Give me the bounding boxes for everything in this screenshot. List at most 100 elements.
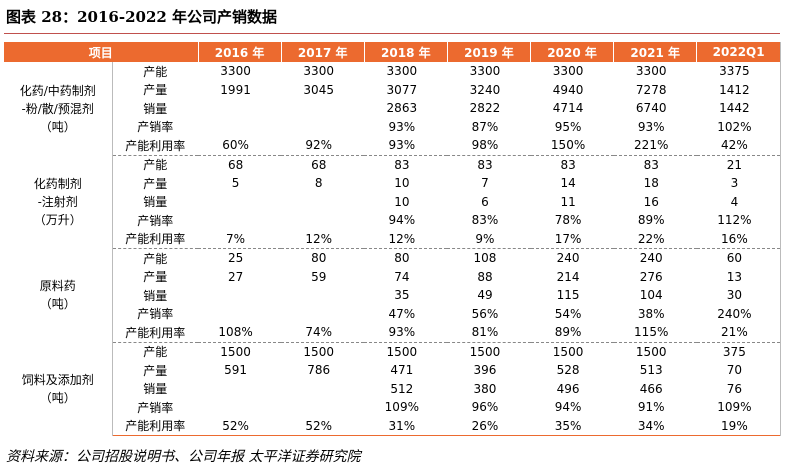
group-label-line: 化药制剂 [33, 176, 82, 191]
metric-label: 产销率 [137, 307, 174, 322]
value-cell: 89% [530, 323, 614, 343]
value-cell: 78% [554, 213, 582, 228]
value-cell [198, 118, 281, 137]
value-cell: 34% [613, 416, 697, 436]
value-cell: 7 [481, 176, 489, 191]
value-cell [281, 380, 364, 399]
metric-label: 产销率 [137, 400, 174, 415]
value-cell: 88 [477, 269, 493, 284]
value-cell: 221% [613, 136, 697, 156]
value-cell: 7278 [635, 82, 667, 97]
group-label-cell: 饲料及添加剂 （吨） [4, 342, 113, 436]
value-cell: 240% [717, 306, 752, 321]
table-body: 化药/中药制剂 -粉/散/预混剂 （吨） 产能 3300 3300 3300 3300 3300… [4, 62, 780, 436]
value-cell [198, 211, 281, 230]
value-cell: 56% [471, 306, 499, 321]
header-cell-2018: 2018 年 [364, 42, 448, 62]
table-row: 产销率 93% 87% 95% 93% 102% [4, 118, 780, 137]
value-cell: 591 [224, 363, 248, 378]
value-cell: 276 [639, 269, 663, 284]
value-cell: 74% [281, 323, 365, 343]
value-cell: 68 [311, 157, 327, 172]
value-cell: 35% [530, 416, 614, 436]
value-cell: 76 [726, 381, 743, 396]
table-row: 销量 512 380 496 466 76 [4, 380, 780, 399]
value-cell: 35 [394, 288, 410, 303]
value-cell: 3077 [386, 82, 418, 97]
value-cell: 3 [730, 176, 739, 191]
value-cell: 7% [198, 229, 282, 249]
value-cell: 96% [471, 400, 499, 415]
value-cell: 528 [556, 363, 580, 378]
value-cell [281, 398, 364, 417]
value-cell: 83% [471, 213, 499, 228]
table-row: 产能利用率 7% 12% 12% 9% 17% 22% 16% [4, 229, 780, 249]
value-cell: 466 [639, 381, 663, 396]
table-row: 产量 1991 3045 3077 3240 4940 7278 1412 [4, 81, 780, 100]
value-cell [281, 305, 364, 324]
value-cell: 471 [390, 363, 414, 378]
metric-label: 产量 [143, 270, 168, 285]
table-row: 产量 27 59 74 88 214 276 13 [4, 268, 780, 287]
value-cell: 4714 [552, 101, 584, 116]
value-cell: 104 [639, 288, 663, 303]
table-header-row: 项目 2016 年 2017 年 2018 年 2019 年 2020 年 20… [4, 42, 780, 62]
group-label-cell: 原料药 （吨） [4, 248, 113, 342]
value-cell: 60% [198, 136, 282, 156]
value-cell: 380 [473, 381, 497, 396]
header-cell-2016: 2016 年 [198, 42, 282, 62]
value-cell: 12% [364, 229, 448, 249]
value-cell: 31% [364, 416, 448, 436]
metric-label: 产销率 [137, 213, 174, 228]
value-cell: 68 [227, 157, 244, 172]
metric-label: 产能利用率 [112, 229, 199, 249]
value-cell [198, 193, 281, 212]
value-cell: 4940 [552, 82, 584, 97]
metric-label: 产能 [143, 345, 168, 360]
value-cell: 25 [227, 251, 244, 266]
value-cell: 52% [198, 416, 282, 436]
value-cell: 54% [554, 306, 582, 321]
value-cell: 6740 [635, 101, 667, 116]
value-cell: 512 [390, 381, 414, 396]
value-cell: 1500 [635, 344, 667, 359]
value-cell: 81% [447, 323, 531, 343]
value-cell: 5 [231, 176, 240, 191]
table-row: 产销率 109% 96% 94% 91% 109% [4, 398, 780, 417]
value-cell: 19% [696, 416, 780, 436]
value-cell: 94% [554, 400, 582, 415]
metric-label: 产量 [143, 176, 168, 191]
value-cell: 1500 [469, 344, 501, 359]
metric-label: 产能利用率 [112, 416, 199, 436]
value-cell: 3375 [719, 64, 750, 79]
value-cell: 47% [388, 306, 416, 321]
value-cell: 52% [281, 416, 365, 436]
group-label-line: -注射剂 [37, 194, 78, 209]
value-cell: 6 [481, 194, 489, 209]
table-row: 原料药 （吨） 产能 25 80 80 108 240 240 60 [4, 248, 780, 342]
metric-label: 产能 [143, 158, 168, 173]
value-cell: 786 [307, 363, 331, 378]
value-cell: 60 [726, 251, 743, 266]
value-cell: 26% [447, 416, 531, 436]
value-cell: 3300 [635, 64, 667, 79]
value-cell: 10 [394, 194, 410, 209]
value-cell: 1412 [719, 82, 750, 97]
value-cell: 10 [394, 176, 410, 191]
group-label-line: 原料药 [39, 279, 76, 294]
value-cell: 13 [726, 269, 743, 284]
value-cell: 98% [447, 136, 531, 156]
value-cell: 16% [696, 229, 780, 249]
value-cell: 11 [560, 194, 576, 209]
value-cell: 74 [394, 269, 410, 284]
value-cell: 49 [477, 288, 493, 303]
group-label-line: （吨） [39, 119, 76, 134]
value-cell: 102% [717, 119, 752, 134]
table-row: 产能利用率 108% 74% 93% 81% 89% 115% 21% [4, 323, 780, 343]
value-cell: 396 [473, 363, 497, 378]
value-cell: 80 [311, 251, 327, 266]
header-cell-2022q1: 2022Q1 [696, 42, 780, 62]
value-cell: 1500 [303, 344, 334, 359]
value-cell: 496 [556, 381, 580, 396]
value-cell: 2822 [469, 101, 501, 116]
